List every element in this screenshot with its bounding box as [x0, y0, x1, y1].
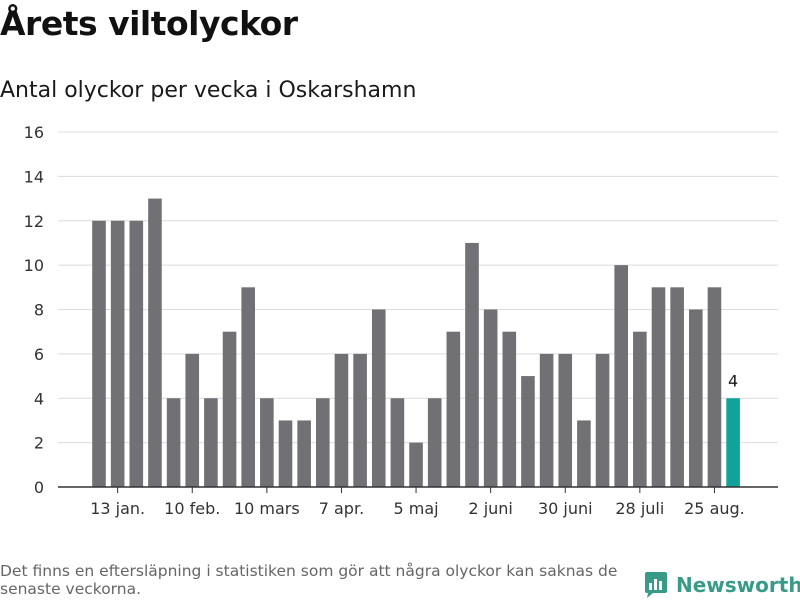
bar	[316, 398, 330, 487]
bar-chart: 0 2 4 6 8 10 12 14 16 4 13 jan. 10 feb. 10 mars 7 a…	[24, 123, 778, 518]
bar	[241, 287, 255, 487]
bar	[148, 198, 162, 487]
bar	[166, 398, 181, 487]
y-tick-label: 8	[34, 301, 44, 320]
y-tick-label: 12	[24, 212, 44, 231]
x-axis-ticks: 13 jan. 10 feb. 10 mars 7 apr. 5 maj 2 juni 30…	[90, 487, 745, 518]
x-tick-label: 7 apr.	[319, 499, 364, 518]
x-tick-label: 13 jan.	[90, 499, 145, 518]
newsworthy-chart-icon	[645, 572, 667, 598]
x-tick-label: 30 juni	[538, 499, 593, 518]
bar	[670, 287, 684, 487]
chart-title: Årets viltolyckor	[0, 4, 298, 43]
bar	[353, 353, 367, 487]
bar	[521, 376, 535, 487]
chart-subtitle: Antal olyckor per vecka i Oskarshamn	[0, 78, 417, 103]
bar	[483, 309, 498, 487]
x-tick-label: 10 feb.	[164, 499, 220, 518]
bar	[297, 420, 311, 487]
bar	[92, 220, 106, 487]
data-labels: 4	[728, 371, 738, 390]
newsworthy-logo: Newsworthy	[643, 570, 800, 600]
y-tick-label: 0	[34, 478, 44, 497]
bar	[689, 309, 703, 487]
bar	[577, 420, 591, 487]
bar	[633, 331, 647, 487]
bar	[539, 353, 554, 487]
bar	[371, 309, 386, 487]
bar	[651, 287, 666, 487]
bar	[278, 420, 293, 487]
y-tick-label: 16	[24, 123, 44, 142]
y-tick-label: 10	[24, 256, 44, 275]
bar	[129, 220, 144, 487]
x-tick-label: 5 maj	[393, 499, 438, 518]
bar	[204, 398, 218, 487]
bar	[260, 398, 274, 487]
bar	[595, 353, 610, 487]
bar	[222, 331, 237, 487]
bar	[465, 242, 479, 487]
y-tick-label: 14	[24, 167, 44, 186]
bar	[707, 287, 722, 487]
data-label: 4	[728, 371, 738, 390]
x-tick-label: 2 juni	[468, 499, 512, 518]
bar	[427, 398, 442, 487]
x-tick-label: 10 mars	[234, 499, 300, 518]
y-tick-label: 6	[34, 345, 44, 364]
bar	[334, 353, 349, 487]
x-tick-label: 28 juli	[615, 499, 664, 518]
bars	[92, 198, 740, 487]
bar	[110, 220, 125, 487]
footnote: Det finns en eftersläpning i statistiken…	[0, 562, 618, 598]
gridlines	[58, 131, 778, 444]
bar	[502, 331, 517, 487]
bar	[390, 398, 405, 487]
x-tick-label: 25 aug.	[684, 499, 745, 518]
bar	[614, 265, 628, 487]
bar	[409, 442, 423, 487]
y-axis-ticks: 0 2 4 6 8 10 12 14 16	[24, 123, 44, 497]
brand-name: Newsworthy	[676, 573, 800, 597]
bar	[558, 353, 573, 487]
y-tick-label: 4	[34, 389, 44, 408]
bar	[446, 331, 461, 487]
bar-highlighted	[726, 398, 740, 487]
y-tick-label: 2	[34, 434, 44, 453]
bar	[185, 353, 200, 487]
